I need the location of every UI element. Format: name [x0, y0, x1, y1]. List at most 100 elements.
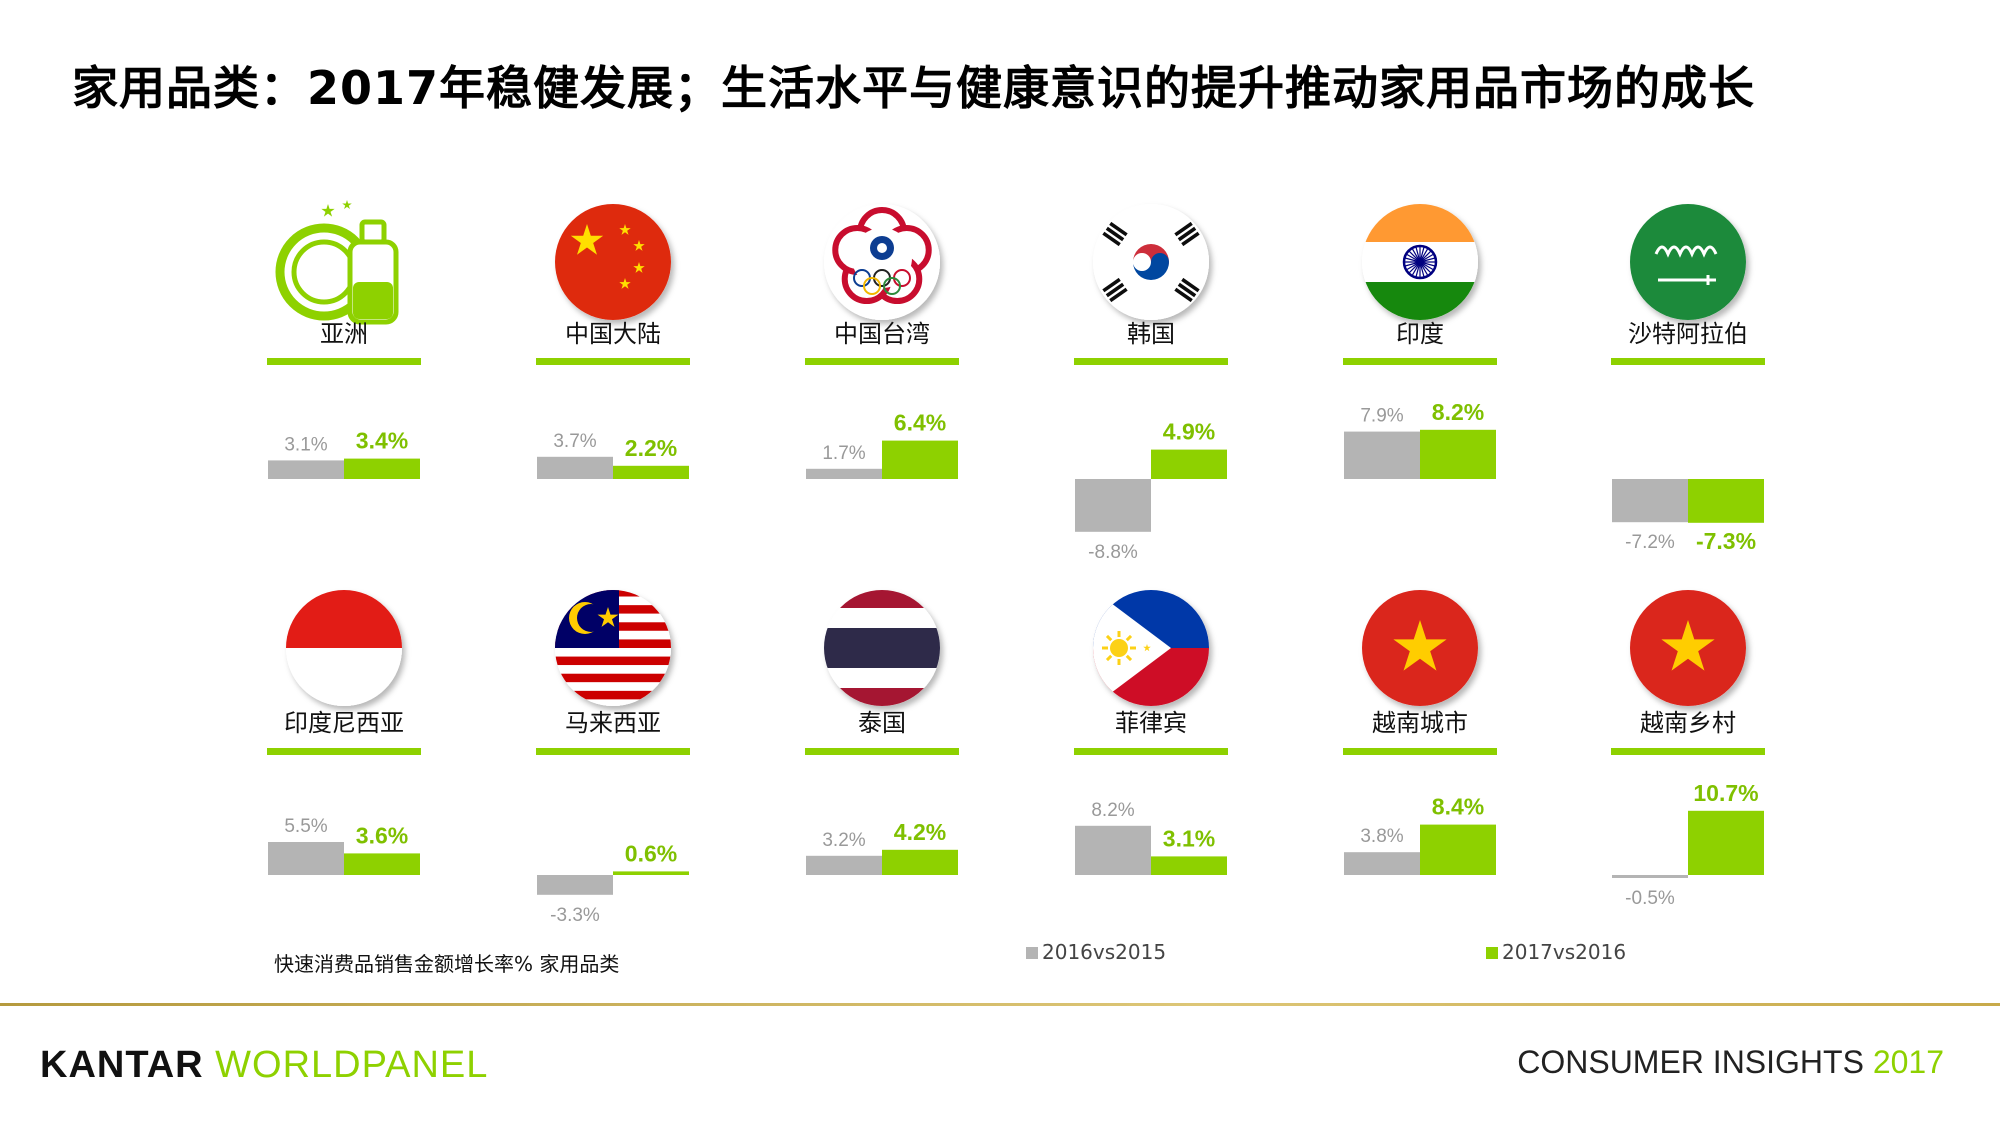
data-label: -0.5% [1625, 888, 1675, 909]
data-label: 6.4% [894, 410, 946, 436]
panel-underline [536, 748, 690, 755]
data-label: -7.2% [1625, 532, 1675, 553]
panel-3: 中国台湾 1.7% 6.4% [805, 204, 959, 479]
bar-2016vs2015 [537, 456, 613, 479]
panel-underline [536, 358, 690, 365]
legend-label: 2017vs2016 [1502, 940, 1627, 964]
data-label: 4.9% [1163, 419, 1215, 445]
panel-label: 沙特阿拉伯 [1628, 320, 1748, 348]
panel-underline [1343, 358, 1497, 365]
legend-item-2016: 2016vs2015 [1026, 940, 1166, 964]
data-label: 3.6% [356, 822, 408, 848]
panel-label: 中国大陆 [565, 320, 661, 348]
panel-label: 越南城市 [1372, 709, 1468, 737]
bar-2016vs2015 [806, 468, 882, 479]
bar-2017vs2016 [1688, 479, 1764, 523]
bar-2017vs2016 [1688, 810, 1764, 875]
panel-9: 泰国 3.2% 4.2% [805, 590, 959, 875]
footer-tagline: CONSUMER INSIGHTS 2017 [1517, 1044, 1944, 1080]
household-products-icon [275, 200, 399, 325]
footnote: 快速消费品销售金额增长率% 家用品类 [274, 952, 620, 976]
panel-underline [805, 748, 959, 755]
data-label: 7.9% [1360, 406, 1403, 427]
panel-label: 亚洲 [320, 320, 368, 348]
data-label: 3.2% [822, 830, 865, 851]
panel-label: 马来西亚 [565, 709, 661, 737]
data-label: 4.2% [894, 819, 946, 845]
vietnam-flag-icon [1362, 590, 1478, 706]
panel-underline [267, 358, 421, 365]
panel-underline [1074, 748, 1228, 755]
data-label: 3.1% [1163, 825, 1215, 851]
bar-2017vs2016 [344, 853, 420, 875]
bar-2016vs2015 [268, 460, 344, 479]
data-label: 8.4% [1432, 794, 1484, 820]
panel-label: 泰国 [858, 709, 906, 737]
bar-2016vs2015 [1075, 479, 1151, 532]
bar-2017vs2016 [1420, 429, 1496, 479]
panel-label: 印度 [1396, 320, 1444, 348]
data-label: 5.5% [284, 816, 327, 837]
korea-flag-icon [1093, 204, 1209, 320]
bar-2017vs2016 [1151, 856, 1227, 875]
panel-4: 韩国 -8.8% 4.9% [1074, 204, 1228, 563]
saudi-arabia-flag-icon [1630, 204, 1746, 320]
legend-label: 2016vs2015 [1042, 940, 1167, 964]
panel-label: 菲律宾 [1115, 709, 1187, 737]
data-label: 3.8% [1360, 826, 1403, 847]
bar-2016vs2015 [1344, 852, 1420, 875]
panel-underline [267, 748, 421, 755]
brand-logo: KANTAR WORLDPANEL [40, 1044, 489, 1086]
panel-12: 越南乡村 -0.5% 10.7% [1611, 590, 1765, 909]
bar-2017vs2016 [613, 465, 689, 479]
bar-2016vs2015 [1344, 431, 1420, 479]
bar-2017vs2016 [882, 849, 958, 875]
data-label: -3.3% [550, 905, 600, 926]
thailand-flag-icon [824, 590, 940, 706]
data-label: 10.7% [1693, 780, 1758, 806]
malaysia-flag-icon [555, 590, 671, 706]
bar-2017vs2016 [1151, 449, 1227, 479]
bar-2016vs2015 [1612, 479, 1688, 523]
data-label: 8.2% [1432, 399, 1484, 425]
panel-label: 越南乡村 [1640, 709, 1736, 737]
footer-divider [0, 1003, 2000, 1006]
bar-2017vs2016 [1420, 824, 1496, 875]
vietnam-flag-icon [1630, 590, 1746, 706]
indonesia-flag-icon [286, 590, 402, 706]
data-label: -7.3% [1696, 528, 1756, 554]
data-label: 3.1% [284, 434, 327, 455]
chinese-taipei-flag-icon [824, 204, 940, 320]
panel-label: 中国台湾 [834, 320, 930, 348]
legend-swatch-green [1486, 947, 1498, 959]
data-label: 2.2% [625, 435, 677, 461]
panel-underline [1611, 748, 1765, 755]
panel-underline [1611, 358, 1765, 365]
data-label: -8.8% [1088, 542, 1138, 563]
data-label: 0.6% [625, 840, 677, 866]
panel-10: 菲律宾 8.2% 3.1% [1074, 590, 1228, 875]
china-flag-icon [555, 204, 671, 320]
panel-6: 沙特阿拉伯 -7.2% -7.3% [1611, 204, 1765, 554]
panel-1: 亚洲 3.1% 3.4% [267, 200, 421, 479]
legend-item-2017: 2017vs2016 [1486, 940, 1626, 964]
bar-2016vs2015 [1075, 825, 1151, 875]
data-label: 3.4% [356, 428, 408, 454]
legend-swatch-grey [1026, 947, 1038, 959]
panel-underline [805, 358, 959, 365]
bar-2016vs2015 [806, 855, 882, 875]
panel-11: 越南城市 3.8% 8.4% [1343, 590, 1497, 875]
india-flag-icon [1362, 204, 1478, 320]
data-label: 3.7% [553, 431, 596, 452]
bar-2017vs2016 [882, 440, 958, 479]
panel-2: 中国大陆 3.7% 2.2% [536, 204, 690, 479]
bar-2016vs2015 [537, 875, 613, 895]
bar-2016vs2015 [268, 842, 344, 875]
panel-7: 印度尼西亚 5.5% 3.6% [267, 590, 421, 875]
data-label: 1.7% [822, 443, 865, 464]
bar-2017vs2016 [344, 458, 420, 479]
panel-label: 韩国 [1127, 320, 1175, 348]
panel-underline [1343, 748, 1497, 755]
panel-8: 马来西亚 -3.3% 0.6% [536, 590, 690, 926]
